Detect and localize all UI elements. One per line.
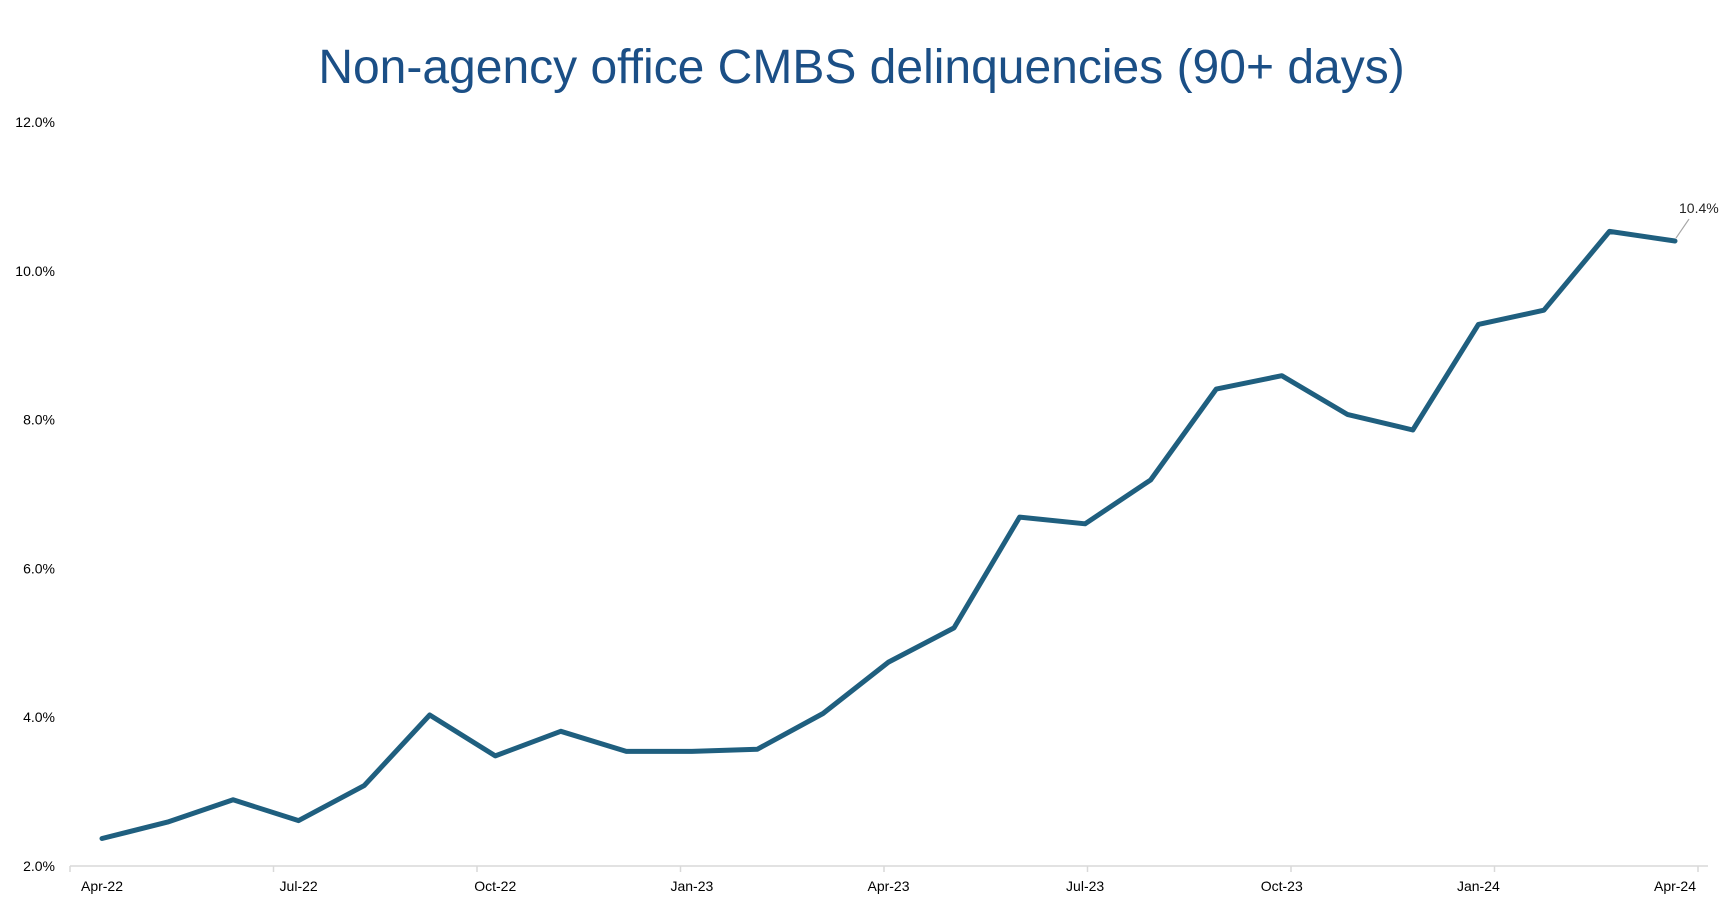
data-point bbox=[558, 729, 563, 734]
y-tick-label: 8.0% bbox=[23, 412, 55, 428]
data-point bbox=[1541, 308, 1546, 313]
data-point bbox=[820, 711, 825, 716]
data-point bbox=[1673, 239, 1678, 244]
data-point bbox=[427, 712, 432, 717]
data-point bbox=[1345, 412, 1350, 417]
data-point bbox=[100, 836, 105, 841]
data-point bbox=[1476, 322, 1481, 327]
data-point bbox=[1148, 477, 1153, 482]
data-point bbox=[1214, 387, 1219, 392]
data-point bbox=[296, 818, 301, 823]
y-tick-label: 4.0% bbox=[23, 709, 55, 725]
data-point bbox=[886, 660, 891, 665]
data-point bbox=[755, 747, 760, 752]
x-tick-label: Oct-23 bbox=[1261, 878, 1303, 894]
y-tick-label: 2.0% bbox=[23, 858, 55, 874]
y-tick-label: 6.0% bbox=[23, 560, 55, 576]
data-point bbox=[1083, 521, 1088, 526]
data-point bbox=[165, 820, 170, 825]
series-layer bbox=[99, 228, 1678, 841]
x-axis: Apr-22 Jul-22 Oct-22 Jan-23 Apr-23 Jul-23 Oct-… bbox=[69, 865, 1708, 894]
y-tick-label: 10.0% bbox=[15, 263, 55, 279]
y-axis-tick-labels: 2.0% 4.0% 6.0% 8.0% 10.0% 12.0% bbox=[15, 114, 55, 874]
series-line bbox=[99, 228, 1678, 841]
x-tick-label: Apr-23 bbox=[867, 878, 909, 894]
data-point bbox=[231, 797, 236, 802]
data-point bbox=[1279, 373, 1284, 378]
x-tick-label: Jan-24 bbox=[1457, 878, 1500, 894]
data-point bbox=[689, 749, 694, 754]
data-point bbox=[1607, 229, 1612, 234]
data-point bbox=[1017, 515, 1022, 520]
x-tick-label: Apr-22 bbox=[81, 878, 123, 894]
data-label-leader-line bbox=[1675, 218, 1690, 239]
data-point bbox=[493, 753, 498, 758]
x-tick-label: Oct-22 bbox=[474, 878, 516, 894]
data-point bbox=[624, 749, 629, 754]
x-tick-label: Jan-23 bbox=[670, 878, 713, 894]
x-tick-label: Apr-24 bbox=[1654, 878, 1696, 894]
x-tick-label: Jul-23 bbox=[1066, 878, 1104, 894]
annotation-layer: 10.4% bbox=[1675, 200, 1719, 239]
chart-title: Non-agency office CMBS delinquencies (90… bbox=[318, 41, 1405, 94]
y-tick-label: 12.0% bbox=[15, 114, 55, 130]
data-point bbox=[362, 783, 367, 788]
data-label: 10.4% bbox=[1679, 200, 1719, 216]
data-point bbox=[952, 625, 957, 630]
x-tick-label: Jul-22 bbox=[280, 878, 318, 894]
data-point bbox=[1410, 428, 1415, 433]
